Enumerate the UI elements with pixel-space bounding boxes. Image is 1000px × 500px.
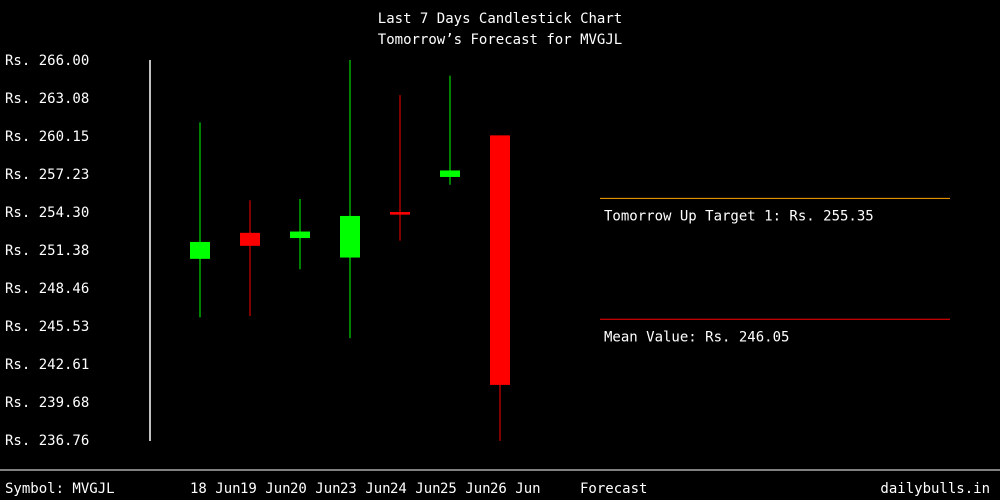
- candle-body: [490, 135, 510, 385]
- y-tick-label: Rs. 260.15: [5, 129, 89, 145]
- y-tick-label: Rs. 248.46: [5, 281, 89, 297]
- y-tick-label: Rs. 245.53: [5, 319, 89, 335]
- candles: [190, 60, 510, 441]
- y-tick-label: Rs. 263.08: [5, 91, 89, 107]
- x-tick-label: 18 Jun: [190, 481, 241, 497]
- y-tick-label: Rs. 239.68: [5, 395, 89, 411]
- footer-brand: dailybulls.in: [880, 481, 990, 497]
- forecast-lines: Tomorrow Up Target 1: Rs. 255.35 Mean Val…: [600, 197, 950, 345]
- x-tick-label: 25 Jun: [440, 481, 491, 497]
- y-tick-label: Rs. 257.23: [5, 167, 89, 183]
- candle-body: [340, 215, 360, 258]
- candle-body: [440, 170, 460, 177]
- x-tick-label: 24 Jun: [390, 481, 441, 497]
- y-tick-label: Rs. 254.30: [5, 205, 89, 221]
- candle-body: [240, 232, 260, 246]
- candle-body: [190, 241, 210, 259]
- y-tick-label: Rs. 236.76: [5, 433, 89, 449]
- x-tick-label: 23 Jun: [340, 481, 391, 497]
- forecast-line-label: Tomorrow Up Target 1: Rs. 255.35: [604, 208, 874, 224]
- y-axis-tick-labels: Rs. 266.00 Rs. 263.08 Rs. 260.15 Rs. 257.23…: [5, 53, 89, 449]
- x-tick-label: 20 Jun: [290, 481, 341, 497]
- candle-body: [290, 231, 310, 239]
- candle-body: [390, 212, 410, 215]
- chart-subtitle: Tomorrow’s Forecast for MVGJL: [378, 32, 622, 48]
- x-tick-label: 26 Jun: [490, 481, 541, 497]
- x-axis-tick-labels: 18 Jun 19 Jun 20 Jun 23 Jun 24 Jun 25 Jun 26 J…: [190, 481, 541, 497]
- x-tick-label: 19 Jun: [240, 481, 291, 497]
- forecast-label: Forecast: [580, 481, 647, 497]
- forecast-line-label: Mean Value: Rs. 246.05: [604, 329, 789, 345]
- y-tick-label: Rs. 266.00: [5, 53, 89, 69]
- y-tick-label: Rs. 251.38: [5, 243, 89, 259]
- y-tick-label: Rs. 242.61: [5, 357, 89, 373]
- chart-title: Last 7 Days Candlestick Chart: [378, 11, 622, 27]
- footer-symbol: Symbol: MVGJL: [5, 481, 115, 497]
